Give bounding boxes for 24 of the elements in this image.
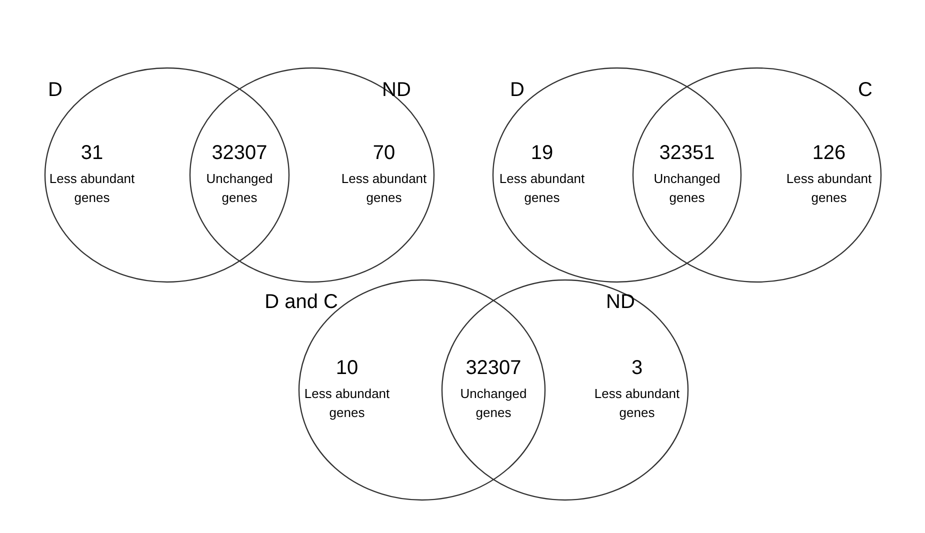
category-label: Unchanged genes — [206, 171, 273, 205]
text: D — [510, 79, 524, 101]
category-label: Less abundant genes — [499, 171, 586, 205]
data-label: 32307 — [466, 357, 522, 379]
text: ND — [606, 291, 635, 313]
data-label: 3 — [631, 357, 643, 379]
data-label: 32351 — [659, 142, 715, 164]
text: D and C — [264, 291, 338, 313]
data-label: 10 — [336, 357, 358, 379]
text: C — [858, 79, 872, 101]
category-label: Less abundant genes — [49, 171, 136, 205]
category-label: Less abundant genes — [594, 386, 680, 420]
category-label: Less abundant genes — [304, 386, 390, 420]
text: ND — [382, 79, 411, 101]
data-label: 31 — [80, 142, 104, 164]
data-label: 19 — [530, 142, 554, 164]
category-label: Unchanged genes — [460, 386, 527, 420]
text: D — [48, 79, 62, 101]
data-label: 126 — [812, 142, 846, 164]
data-label: 70 — [372, 142, 396, 164]
category-label: Unchanged genes — [654, 171, 720, 205]
category-label: Less abundant genes — [341, 171, 428, 205]
data-label: 32307 — [212, 142, 268, 164]
category-label: Less abundant genes — [786, 171, 872, 205]
